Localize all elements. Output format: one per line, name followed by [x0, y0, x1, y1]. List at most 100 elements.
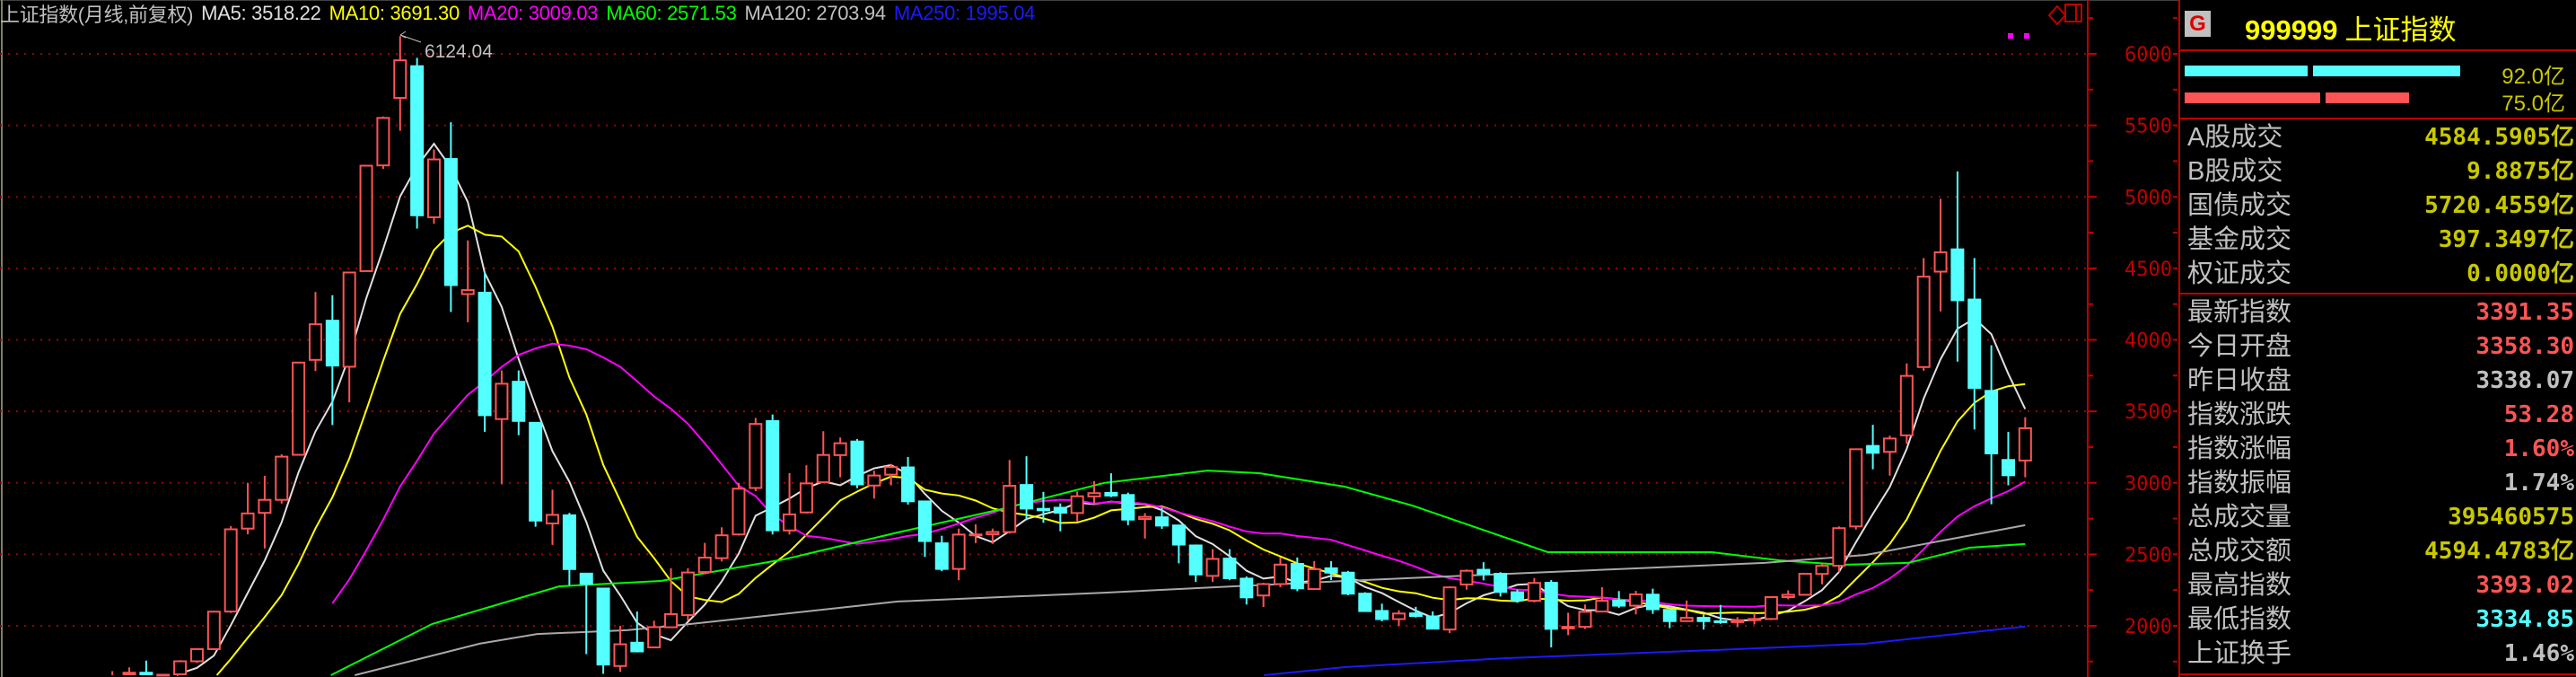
ma-line-ma120 [355, 523, 2026, 676]
ma-line-ma10 [215, 224, 2026, 676]
candle-body [529, 421, 543, 522]
candle-body [223, 528, 238, 613]
candle-body [258, 498, 272, 514]
candlestick-chart[interactable]: 2000 2500 3000 3500 4000 4500 5000 5500 6000 612… [0, 0, 2178, 677]
ma-line-ma20 [331, 342, 2026, 608]
candle-up [968, 523, 983, 543]
candle-body [1866, 444, 1880, 454]
candle-up [1257, 583, 1271, 607]
candle-up [1916, 258, 1931, 371]
candle-body [1578, 611, 1592, 629]
candle-body [478, 291, 492, 417]
candle-body [630, 641, 644, 653]
volume-bar-segment [2185, 92, 2320, 103]
candle-down [1612, 591, 1626, 608]
diamond-icon[interactable] [2047, 4, 2067, 26]
candle-up [1815, 563, 1829, 585]
candle-up [867, 470, 881, 499]
candle-body [1375, 610, 1389, 620]
g-badge-icon[interactable]: G [2185, 11, 2211, 37]
candle-body [917, 500, 932, 542]
y-tick-label: 4500 [2125, 259, 2172, 281]
candle-down [1476, 562, 1491, 581]
row-label: 权证成交 [2187, 259, 2292, 288]
candle-body [1899, 374, 1914, 436]
candle-body [1730, 619, 1745, 623]
row-value: 4594.4783亿 [2424, 538, 2574, 565]
candle-body [1544, 582, 1558, 630]
candle-down [1358, 592, 1372, 612]
candle-body [410, 65, 425, 216]
candle-body [1781, 593, 1795, 598]
candle-up [1764, 595, 1778, 620]
candle-body [342, 271, 356, 368]
candle-body [546, 514, 560, 524]
candle-body [1832, 527, 1846, 567]
candle-up [1899, 363, 1914, 444]
candle-body [613, 643, 627, 667]
divider [2180, 118, 2576, 119]
candle-body [1003, 485, 1017, 533]
candle-body [1527, 582, 1541, 602]
candle-down [1662, 608, 1677, 629]
row-value: 3334.85 [2475, 606, 2574, 633]
top-border [0, 0, 2178, 1]
candle-down [1696, 614, 1711, 630]
candle-down [1324, 560, 1338, 581]
quote-row: 基金成交 397.3497亿 [2180, 224, 2576, 259]
candle-up [206, 611, 221, 651]
candle-down [1154, 507, 1169, 530]
window-layout-icon[interactable] [2064, 4, 2082, 22]
row-value: 9.8875亿 [2466, 158, 2574, 185]
quote-row: 昨日收盘 3338.07 [2180, 365, 2576, 400]
candle-down [1511, 589, 1525, 603]
volume-bar-segment [2185, 66, 2309, 76]
candle-up [241, 482, 255, 535]
row-value: 5720.4559亿 [2424, 192, 2574, 219]
row-label: 指数振幅 [2187, 469, 2292, 497]
ma-label: MA250: 1995.04 [893, 2, 1036, 24]
candle-body [1815, 565, 1829, 576]
candle-up [680, 567, 695, 621]
candle-down [139, 660, 153, 676]
candle-up [1781, 590, 1795, 600]
candle-body [376, 117, 390, 167]
candle-down [512, 370, 526, 435]
row-value: 3358.30 [2475, 333, 2574, 360]
candle-up [308, 292, 322, 372]
volume-bar-value: 92.0亿 [2502, 65, 2565, 89]
candle-body [393, 59, 407, 100]
quote-row: 最低指数 3334.85 [2180, 604, 2576, 638]
quote-row: 最高指数 3393.02 [2180, 570, 2576, 604]
y-tick-label: 2000 [2125, 616, 2172, 638]
ma-label: MA60: 2571.53 [606, 2, 737, 24]
quote-row: 总成交额 4594.4783亿 [2180, 536, 2576, 570]
candle-up [1629, 591, 1643, 615]
ma-line-ma250 [1264, 625, 2026, 676]
row-label: 指数涨跌 [2187, 400, 2292, 429]
candle-body [1408, 612, 1423, 618]
divider [2180, 49, 2576, 51]
security-title: 999999 上证指数 [2245, 7, 2456, 48]
candle-body [495, 382, 509, 420]
candle-up [647, 620, 662, 649]
candle-up [1307, 560, 1321, 591]
candle-body [1392, 612, 1406, 620]
candle-up [799, 465, 813, 514]
candle-up [1527, 577, 1541, 602]
y-tick-label: 5000 [2125, 187, 2172, 209]
candle-body [1070, 495, 1084, 514]
candle-up [697, 542, 712, 575]
candle-body [1612, 599, 1626, 607]
candle-body [596, 587, 610, 666]
candle-down [1645, 588, 1660, 614]
candle-body [1104, 491, 1118, 497]
candle-body [427, 158, 441, 219]
candle-up [664, 567, 679, 629]
security-name: 上证指数 [2344, 14, 2457, 46]
candle-down [1967, 258, 1982, 430]
candle-body [799, 482, 813, 514]
candle-up [1578, 604, 1592, 629]
candle-up [359, 164, 373, 272]
candle-down [1222, 549, 1237, 581]
